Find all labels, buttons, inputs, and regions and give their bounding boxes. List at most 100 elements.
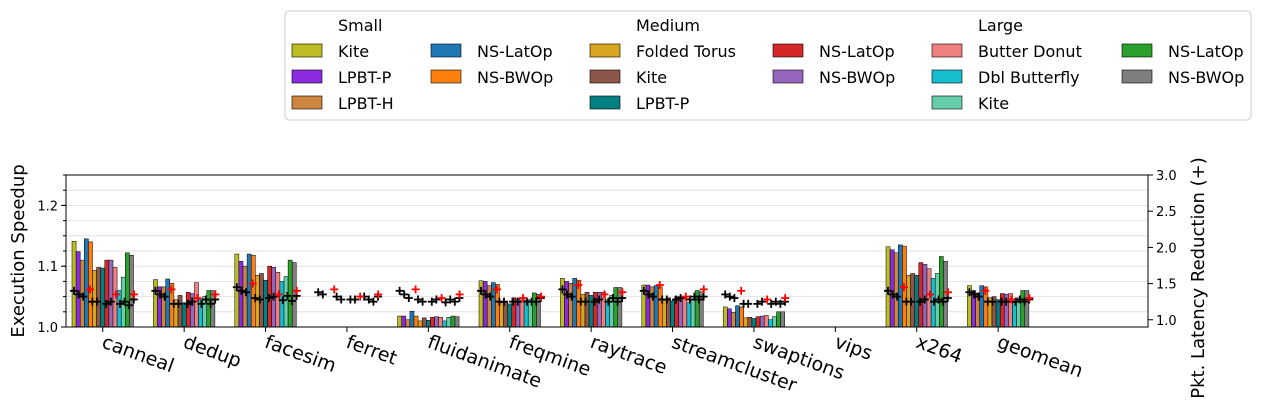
latency-marker bbox=[120, 297, 129, 306]
latency-marker bbox=[981, 286, 990, 295]
bar bbox=[486, 285, 492, 328]
latency-marker bbox=[418, 297, 427, 306]
bar bbox=[617, 287, 623, 328]
bar bbox=[584, 292, 590, 328]
bar bbox=[100, 267, 106, 328]
bar bbox=[722, 306, 728, 328]
x-tick-label: ferret bbox=[343, 331, 400, 370]
latency-marker bbox=[695, 295, 703, 304]
latency-marker bbox=[974, 292, 983, 301]
legend-swatch bbox=[291, 43, 323, 58]
bar bbox=[939, 256, 944, 328]
bar bbox=[670, 300, 675, 328]
latency-marker bbox=[242, 288, 250, 297]
latency-marker bbox=[93, 297, 101, 306]
bar bbox=[129, 255, 134, 328]
legend-entry-label: Kite bbox=[978, 94, 1009, 113]
latency-marker bbox=[112, 290, 120, 299]
bar bbox=[653, 285, 659, 328]
bar bbox=[426, 320, 431, 328]
latency-marker bbox=[437, 294, 446, 303]
bar bbox=[979, 285, 985, 328]
latency-marker bbox=[427, 297, 436, 306]
bar bbox=[421, 317, 427, 328]
legend-swatch bbox=[291, 95, 323, 110]
latency-marker bbox=[1002, 297, 1011, 306]
latency-marker bbox=[151, 286, 160, 295]
latency-marker bbox=[893, 292, 902, 301]
bar bbox=[417, 320, 423, 328]
latency-marker bbox=[251, 294, 260, 303]
bar bbox=[405, 319, 411, 328]
latency-marker bbox=[737, 286, 746, 295]
legend-swatch bbox=[1121, 43, 1153, 58]
bar bbox=[263, 279, 268, 328]
latency-marker bbox=[400, 290, 409, 299]
y-axis-label: Execution Speedup bbox=[8, 164, 29, 337]
bar bbox=[125, 252, 130, 328]
latency-marker bbox=[725, 292, 734, 301]
x-axis: canneal dedup facesim ferret fluidanimatefre… bbox=[99, 327, 1086, 397]
x-tick-label: x264 bbox=[913, 331, 965, 368]
latency-marker bbox=[116, 299, 124, 308]
bar bbox=[592, 292, 598, 328]
latency-marker bbox=[74, 290, 83, 299]
latency-marker bbox=[206, 299, 215, 308]
bar bbox=[181, 302, 187, 328]
legend-swatch bbox=[430, 43, 462, 58]
bar bbox=[780, 311, 785, 328]
latency-marker bbox=[278, 296, 287, 305]
bar bbox=[768, 319, 773, 328]
latency-marker bbox=[513, 297, 522, 306]
bar bbox=[690, 299, 696, 328]
x-tick-label: facesim bbox=[262, 331, 339, 377]
bar bbox=[751, 318, 757, 328]
latency-marker bbox=[500, 297, 508, 306]
latency-marker bbox=[265, 294, 273, 303]
legend-entry-label: LPBT-P bbox=[636, 94, 690, 113]
latency-marker bbox=[351, 295, 359, 304]
latency-marker bbox=[318, 290, 327, 299]
bar bbox=[482, 281, 488, 328]
bar bbox=[185, 292, 191, 328]
latency-marker bbox=[432, 295, 441, 304]
latency-marker bbox=[493, 285, 501, 294]
bar bbox=[287, 259, 293, 328]
legend-entry-label: Butter Donut bbox=[978, 42, 1082, 61]
legend-swatch bbox=[1121, 69, 1153, 84]
latency-marker bbox=[446, 295, 455, 304]
y2-axis: 1.0 1.5 2.0 2.5 3.0 bbox=[1148, 169, 1177, 329]
bar bbox=[153, 279, 158, 328]
latency-marker bbox=[160, 292, 169, 301]
bar bbox=[283, 276, 289, 328]
latency-marker bbox=[292, 286, 301, 295]
latency-marker bbox=[374, 290, 383, 299]
legend-entry-label: NS-BWOp bbox=[477, 68, 553, 87]
bar bbox=[397, 315, 402, 328]
latency-marker bbox=[404, 294, 413, 303]
latency-marker bbox=[567, 292, 576, 301]
legend-swatch bbox=[772, 69, 804, 84]
latency-marker bbox=[763, 295, 772, 304]
legend-entry-label: LPBT-H bbox=[338, 94, 394, 113]
y2-tick-label: 2.0 bbox=[1156, 241, 1177, 256]
y-axis: 1.0 1.1 1.2 bbox=[37, 174, 66, 336]
legend-entry-label: Kite bbox=[338, 42, 369, 61]
latency-marker bbox=[70, 286, 78, 295]
latency-marker bbox=[920, 295, 929, 304]
bar bbox=[442, 320, 448, 328]
latency-marker bbox=[655, 281, 664, 290]
bar bbox=[71, 241, 77, 328]
bar bbox=[759, 315, 765, 328]
latency-marker bbox=[681, 292, 690, 301]
bar bbox=[499, 302, 504, 328]
bars bbox=[71, 238, 1030, 328]
bar bbox=[735, 305, 740, 328]
legend-entry-label: NS-LatOp bbox=[1168, 42, 1244, 61]
latency-marker bbox=[248, 279, 257, 288]
latency-marker bbox=[753, 299, 762, 308]
latency-marker bbox=[411, 285, 420, 294]
latency-marker bbox=[649, 292, 657, 301]
legend-frame bbox=[284, 10, 1252, 121]
latency-marker bbox=[600, 290, 609, 299]
